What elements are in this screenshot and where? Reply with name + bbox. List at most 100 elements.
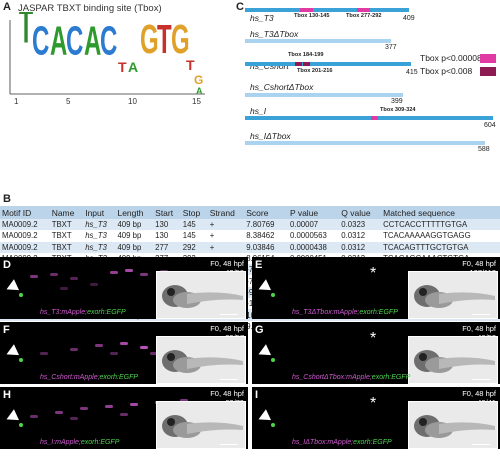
mapple-signal	[110, 271, 118, 274]
construct-bar	[245, 141, 485, 145]
col-matched-sequence: Matched sequence	[381, 206, 500, 219]
embryo-drawing	[157, 402, 245, 448]
table-cell: 409 bp	[115, 219, 154, 231]
micro-panel-f: FF0, 48 hpfn=39/57hs_Cshort:mApple;exorh…	[0, 322, 248, 384]
tbox-label: Tbox 309-324	[380, 107, 416, 113]
mapple-signal	[70, 417, 78, 420]
mapple-signal	[140, 346, 148, 349]
table-header-row: Motif ID Name Input Length Start Stop St…	[0, 206, 500, 219]
panel-label: G	[255, 324, 264, 336]
mapple-signal	[90, 283, 98, 286]
mapple-signal	[105, 405, 113, 408]
construct-length: 415	[406, 69, 418, 76]
egfp-eye-signal	[19, 423, 23, 427]
egfp-eye-signal	[271, 358, 275, 362]
construct-caption: hs_T3ΔTbox:mApple;exorh:EGFP	[292, 309, 398, 316]
table-cell: 0.0312	[339, 241, 382, 253]
col-length: Length	[115, 206, 154, 219]
table-cell: TCACAGTTTGCTGTGA	[381, 241, 500, 253]
mapple-caption: hs_I:mApple;	[40, 439, 81, 446]
construct-length: 399	[391, 98, 403, 105]
col-input: Input	[83, 206, 116, 219]
logo-tick-15: 15	[192, 97, 201, 106]
tbox-strong	[300, 8, 313, 12]
brightfield-inset	[156, 336, 246, 384]
tbox-strong	[371, 116, 378, 120]
construct-caption: hs_Cshort:mApple;exorh:EGFP	[40, 374, 138, 381]
construct-label: hs_IΔTbox	[250, 131, 291, 141]
table-row: MA0009.2 TBXT hs_T3 409 bp 130 145 +7.80769 0.0…	[0, 219, 500, 231]
svg-text:G: G	[171, 17, 190, 62]
col-p-value: P value	[287, 206, 340, 219]
col-motif-id: Motif ID	[0, 206, 50, 219]
brightfield-inset	[156, 271, 246, 319]
col-start: Start	[153, 206, 181, 219]
embryo-drawing	[409, 402, 497, 448]
construct-length: 604	[484, 122, 496, 129]
mapple-signal	[30, 415, 38, 418]
table-cell: 292	[180, 241, 208, 253]
construct-length: 409	[403, 15, 415, 22]
stage-label: F0, 48 hpf	[210, 389, 244, 398]
table-cell: 0.0323	[339, 219, 382, 231]
col-stop: Stop	[180, 206, 208, 219]
table-cell: 277	[153, 241, 181, 253]
mapple-signal	[80, 407, 88, 410]
svg-text:G: G	[140, 17, 159, 62]
egfp-caption: exorh:EGFP	[359, 309, 398, 316]
svg-text:C: C	[32, 19, 49, 64]
table-cell: TBXT	[49, 230, 84, 242]
table-cell: 0.0000438	[287, 241, 340, 253]
scale-bar	[220, 444, 238, 445]
svg-text:T: T	[118, 59, 127, 75]
construct-length: 588	[478, 146, 490, 153]
table-cell: 9.03846	[244, 241, 288, 253]
sequence-logo: T C A C A C T A G T G T G A 1 5 10 15	[9, 12, 205, 106]
construct-label: hs_T3	[250, 13, 274, 23]
table-cell: hs_T3	[83, 230, 116, 242]
table-cell: 7.80769	[244, 219, 288, 231]
table-cell: 8.38462	[244, 230, 288, 242]
table-cell: TCACAAAAAGGTGAGG	[381, 230, 500, 242]
table-cell: MA0009.2	[0, 230, 50, 242]
table-cell: 0.0000563	[287, 230, 340, 242]
micro-panel-d: DF0, 48 hpfn=42/58hs_T3:mApple;exorh:EGF…	[0, 257, 248, 319]
egfp-eye-signal	[271, 423, 275, 427]
panel-label: D	[3, 259, 11, 271]
col-q-value: Q value	[339, 206, 382, 219]
egfp-caption: exorh:EGFP	[353, 439, 392, 446]
tbox-weak	[295, 62, 302, 66]
mapple-signal	[55, 411, 63, 414]
arrowhead-icon	[255, 279, 272, 295]
construct-label: hs_Cshort	[250, 61, 289, 71]
table-cell: 0.00007	[287, 219, 340, 231]
mapple-signal	[30, 275, 38, 278]
scale-bar	[220, 379, 238, 380]
table-cell: MA0009.2	[0, 241, 50, 253]
construct-bar	[245, 39, 391, 43]
brightfield-inset	[156, 401, 246, 449]
table-cell: 409 bp	[115, 241, 154, 253]
construct-bar	[245, 116, 493, 120]
asterisk-marker: *	[370, 395, 377, 412]
egfp-caption: exorh:EGFP	[87, 309, 126, 316]
mapple-signal	[130, 403, 138, 406]
mapple-signal	[180, 399, 188, 402]
embryo-drawing	[157, 337, 245, 383]
tbox-label: Tbox 184-199	[288, 52, 324, 58]
panel-label: E	[255, 259, 263, 271]
construct-length: 377	[385, 44, 397, 51]
panel-label: F	[3, 324, 10, 336]
mapple-caption: hs_T3:mApple;	[40, 309, 88, 316]
arrowhead-icon	[3, 279, 20, 295]
construct-caption: hs_I:mApple;exorh:EGFP	[40, 439, 119, 446]
legend-strong-label: Tbox p<0.00008	[420, 53, 482, 63]
table-cell: 145	[180, 219, 208, 231]
egfp-caption: exorh:EGFP	[99, 374, 139, 381]
tbox-label: Tbox 130-145	[294, 13, 330, 19]
table-cell: 130	[153, 230, 181, 242]
mapple-signal	[120, 413, 128, 416]
construct-label: hs_I	[250, 106, 267, 116]
brightfield-inset	[408, 336, 498, 384]
construct-bar	[245, 93, 403, 97]
